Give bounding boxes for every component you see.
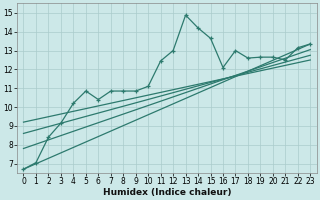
X-axis label: Humidex (Indice chaleur): Humidex (Indice chaleur) <box>103 188 231 197</box>
